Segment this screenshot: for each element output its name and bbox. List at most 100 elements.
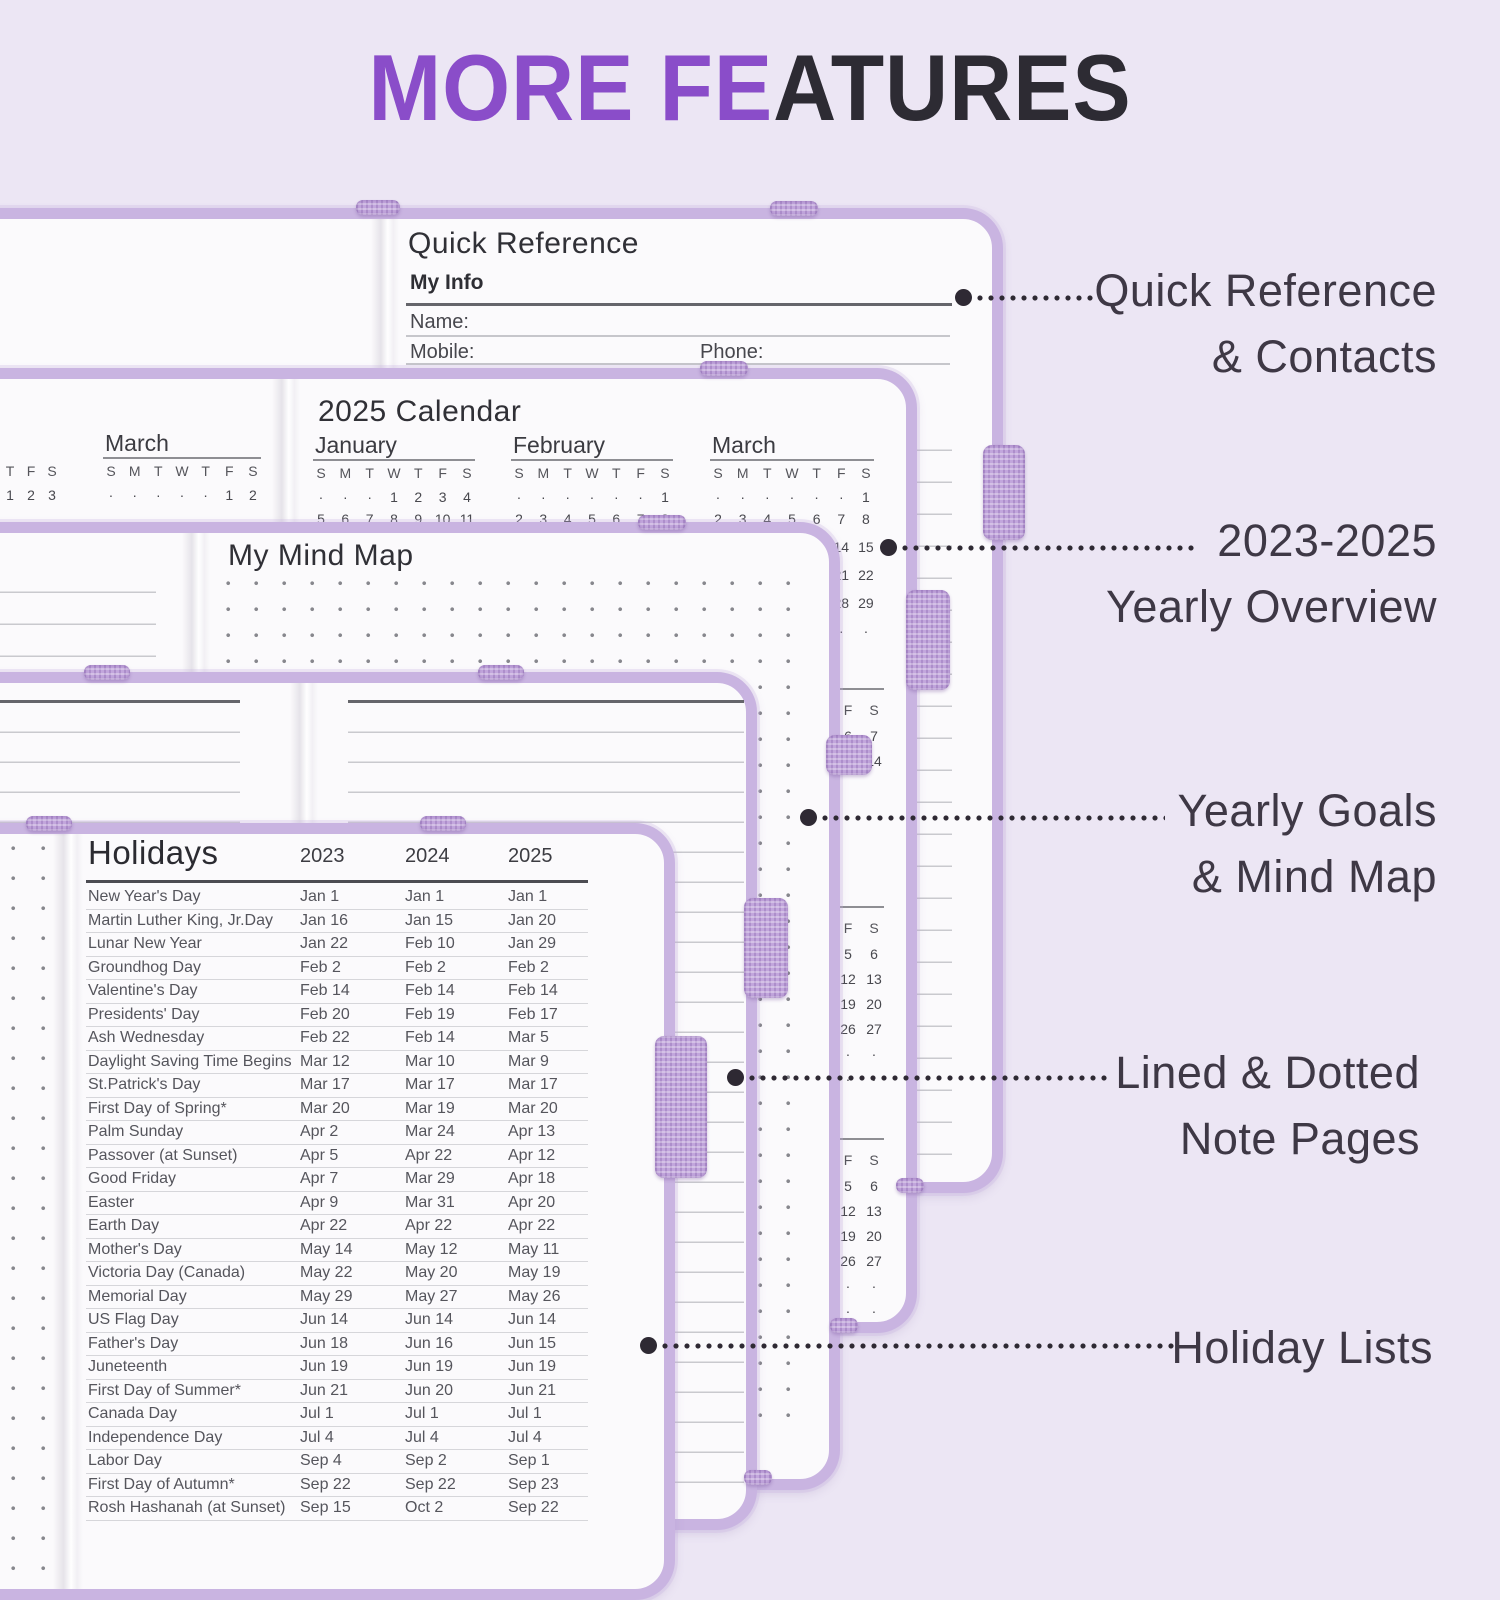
holiday-table-row: Earth Day Apr 22 Apr 22 Apr 22 [86,1215,588,1239]
calendar-cell: · [155,487,161,503]
calendar-cell: T [5,463,15,479]
page-title: MORE FEATURES [53,34,1448,142]
month-underline [511,459,673,461]
calendar-cell: S [869,702,879,718]
holiday-table-row: Palm Sunday Apr 2 Mar 24 Apr 13 [86,1121,588,1145]
holiday-date-2023: Jul 1 [300,1405,334,1422]
calendar-cell: T [154,463,163,479]
calendar-week-row: ·· [838,1046,884,1062]
calendar-cell: 4 [763,511,772,527]
holiday-name: Mother's Day [88,1240,182,1258]
holiday-table-row: Lunar New Year Jan 22 Feb 10 Jan 29 [86,933,588,957]
lined-page-top-rule [348,700,744,703]
calendar-cell: 2 [249,487,257,503]
holiday-name: Good Friday [88,1170,177,1187]
holiday-date-2024: Mar 31 [405,1193,455,1211]
calendar-cell: S [514,465,524,481]
calendar-2025-december-edge: F S 5 6 12 13 19 20 26 27 · · · · [838,1138,884,1338]
feature-label-quick-reference: Quick Reference & Contacts [1094,258,1437,390]
calendar-cell: · [871,1303,877,1319]
calendar-cell: M [736,465,749,481]
holiday-name: Independence Day [88,1428,223,1446]
my-info-heading: My Info [410,271,484,294]
holiday-date-2024: Jun 14 [405,1311,454,1328]
holiday-date-2024: Feb 10 [405,935,455,952]
calendar-cell: W [785,465,799,481]
holidays-title: Holidays [88,834,219,871]
calendar-cell: · [367,489,372,505]
leader-line-note-pages [727,1069,1110,1086]
holiday-name: New Year's Day [88,888,201,905]
calendar-cell: 2 [27,487,35,503]
elastic-band-icon [356,200,400,215]
holiday-name: US Flag Day [88,1311,179,1328]
month-underline [838,1138,884,1140]
page-title-rest: ATURES [773,35,1132,140]
holiday-name: Martin Luther King, Jr.Day [88,911,273,929]
calendar-cell: M [537,465,550,481]
holiday-name: Memorial Day [88,1287,187,1305]
holidays-year-2023: 2023 [300,845,345,867]
elastic-band-icon [744,1470,772,1485]
calendar-cell: 3 [738,511,747,527]
calendar-cell: S [869,1152,879,1168]
page-gutter [272,379,300,544]
calendar-cell: · [740,489,745,505]
calendar-cell: 6 [812,511,821,527]
holiday-date-2023: Feb 20 [300,1005,350,1023]
holiday-table-row: Presidents' Day Feb 20 Feb 19 Feb 17 [86,1004,588,1027]
holiday-date-2024: May 12 [405,1240,458,1258]
holiday-date-2025: Mar 9 [508,1052,549,1070]
calendar-2025-title: 2025 Calendar [318,395,522,428]
calendar-cell: W [175,463,189,479]
calendar-cell: · [179,487,185,503]
holiday-date-2025: Jun 14 [508,1311,557,1328]
holiday-date-2023: Apr 2 [300,1123,339,1140]
calendar-cell: · [838,623,844,639]
calendar-cell: F [26,463,36,479]
holiday-table-row: Easter Apr 9 Mar 31 Apr 20 [86,1192,588,1215]
holiday-name: Rosh Hashanah (at Sunset) [88,1499,286,1516]
holiday-date-2025: Sep 23 [508,1475,559,1493]
holiday-date-2024: Feb 14 [405,1029,455,1046]
pen-loop-icon [744,898,788,998]
month-name: March [712,432,776,458]
mind-map-title: My Mind Map [228,539,414,572]
calendar-week-row: 19 20 [838,996,884,1012]
calendar-cell: 5 [844,946,852,962]
calendar-cell: 6 [341,511,350,527]
calendar-cell: 1 [6,487,14,503]
holiday-date-2024: Jan 15 [405,911,454,929]
calendar-cell: 6 [612,511,621,527]
elastic-band-icon [638,515,686,530]
holiday-date-2025: Apr 22 [508,1217,556,1234]
dotted-line-icon [977,294,1097,301]
holiday-table-row: St.Patrick's Day Mar 17 Mar 17 Mar 17 [86,1074,588,1098]
quick-reference-title: Quick Reference [408,227,639,260]
holiday-date-2023: Jun 19 [300,1358,349,1375]
holiday-date-2023: May 14 [300,1240,353,1258]
holiday-date-2024: Jan 1 [405,888,445,905]
leader-dot-icon [640,1337,657,1354]
holiday-name: Daylight Saving Time Begins [88,1052,292,1070]
holiday-date-2025: Feb 14 [508,982,558,999]
feature-label-note-pages: Lined & Dotted Note Pages [1115,1040,1420,1172]
pen-loop-icon [983,445,1025,540]
calendar-cell: T [201,463,210,479]
month-underline [838,688,884,690]
calendar-cell: 2 [515,511,523,527]
holiday-date-2023: Mar 17 [300,1076,350,1093]
calendar-cell: · [715,489,721,505]
dotted-line-icon [902,544,1195,551]
calendar-cell: W [585,465,599,481]
feature-label-line: Yearly Goals [1177,785,1437,836]
holiday-date-2023: Feb 2 [300,958,341,976]
calendar-week-row: 26 27 [838,1021,884,1037]
leader-line-yearly-goals [800,809,1165,826]
mobile-field-label: Mobile: [410,341,475,363]
holiday-name: First Day of Summer* [88,1381,241,1399]
holiday-date-2025: Jun 15 [508,1334,557,1352]
dotted-line-icon [822,814,1165,821]
